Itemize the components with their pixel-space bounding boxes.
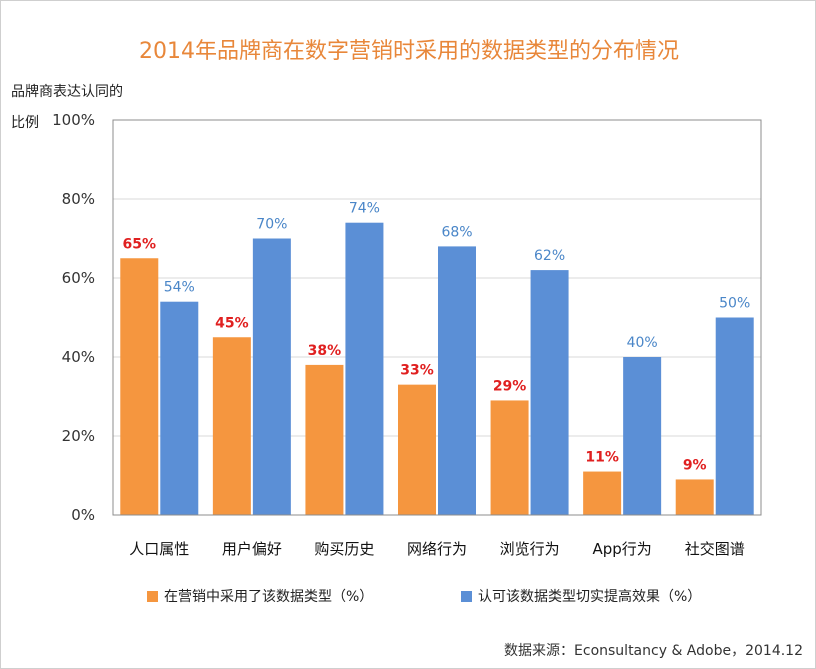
y-tick-label: 60%	[62, 269, 95, 287]
bar-effective	[715, 317, 754, 515]
legend-item-effective: 认可该数据类型切实提高效果（%）	[461, 586, 701, 606]
legend-label-effective: 认可该数据类型切实提高效果（%）	[478, 589, 702, 605]
legend-label-adopted: 在营销中采用了该数据类型（%）	[164, 589, 374, 605]
bar-adopted	[120, 258, 159, 515]
data-label-adopted: 11%	[585, 450, 619, 466]
data-label-adopted: 45%	[215, 315, 249, 331]
x-category-label: 浏览行为	[500, 540, 560, 558]
data-label-adopted: 33%	[400, 363, 434, 379]
bar-adopted	[212, 337, 251, 515]
y-axis-label-line-2: 比例	[11, 115, 39, 131]
data-label-adopted: 65%	[123, 236, 157, 252]
plot-frame	[112, 119, 762, 516]
data-label-effective: 54%	[164, 280, 195, 296]
bar-adopted	[583, 471, 622, 515]
bar-adopted	[305, 364, 344, 515]
bar-adopted	[398, 384, 436, 515]
y-tick-label: 0%	[71, 506, 95, 524]
data-label-effective: 74%	[349, 201, 380, 217]
bar-effective	[530, 270, 569, 515]
bar-effective	[623, 357, 662, 515]
y-tick-label: 20%	[62, 427, 95, 445]
bar-effective	[160, 301, 199, 515]
x-category-label: 用户偏好	[222, 540, 282, 558]
x-category-label: 人口属性	[129, 540, 189, 558]
data-label-adopted: 29%	[493, 378, 527, 394]
bar-adopted	[675, 479, 714, 515]
chart-title: 2014年品牌商在数字营销时采用的数据类型的分布情况	[139, 39, 679, 64]
data-source-note: 数据来源：Econsultancy & Adobe，2014.12	[504, 643, 803, 659]
data-label-effective: 50%	[719, 296, 750, 312]
bar-adopted	[490, 400, 529, 515]
legend-swatch-effective	[461, 590, 472, 602]
legend-swatch-adopted	[147, 590, 158, 602]
data-label-effective: 68%	[441, 224, 472, 240]
y-tick-label: 40%	[62, 348, 95, 366]
data-label-effective: 62%	[534, 248, 565, 264]
data-label-effective: 40%	[627, 335, 658, 351]
data-label-effective: 70%	[256, 217, 287, 233]
data-label-adopted: 38%	[308, 343, 342, 359]
y-tick-label: 80%	[62, 190, 95, 208]
legend-item-adopted: 在营销中采用了该数据类型（%）	[147, 586, 373, 606]
y-axis-label-line-1: 品牌商表达认同的	[11, 84, 123, 100]
x-category-label: 购买历史	[314, 540, 374, 558]
x-category-label: App行为	[592, 540, 651, 558]
bar-effective	[252, 238, 291, 515]
bar-chart-plot: 0% 20% 40% 60% 80% 100% 65% 54% 人口属性 45% 70% 用户偏好 38…	[52, 111, 762, 558]
x-category-label: 网络行为	[407, 540, 467, 558]
bar-effective	[438, 246, 476, 515]
x-category-label: 社交图谱	[685, 540, 745, 558]
data-label-adopted: 9%	[683, 457, 707, 473]
y-tick-label: 100%	[52, 111, 95, 129]
bar-effective	[345, 222, 384, 515]
